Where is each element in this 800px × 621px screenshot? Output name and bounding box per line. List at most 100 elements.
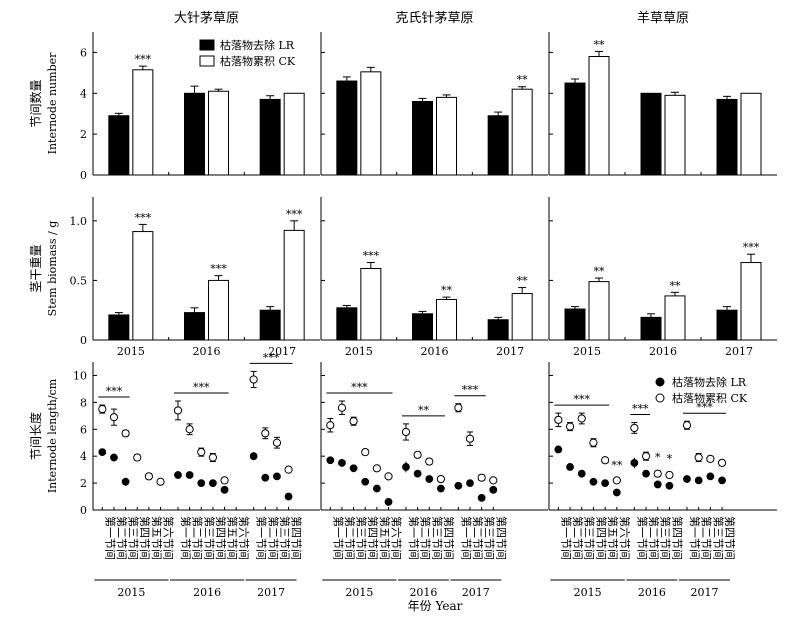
- y-tick-label: 8: [80, 396, 87, 409]
- x-group-label: 2017: [691, 586, 719, 599]
- column-title: 克氏针茅草原: [395, 11, 473, 26]
- bar-ck: [132, 231, 154, 341]
- y-tick-label: 0: [80, 169, 87, 182]
- significance-label: ***: [263, 351, 280, 364]
- legend-swatch: [199, 55, 215, 67]
- x-tick-label: 第四节间: [138, 516, 152, 560]
- x-group-label: 2015: [345, 586, 373, 599]
- x-tick-label: 第二节间: [266, 516, 280, 560]
- point-lr: [601, 479, 610, 487]
- x-tick-label: 第六节间: [162, 516, 176, 560]
- bar-lr: [487, 319, 509, 341]
- point-lr: [454, 481, 463, 490]
- significance-label: ***: [135, 53, 152, 66]
- x-tick-label: 第一节间: [255, 516, 269, 560]
- bar-ck: [360, 268, 382, 341]
- y-axis-title-en: Internode length/cm: [46, 378, 59, 493]
- point-ck: [489, 476, 498, 485]
- significance-label: *: [667, 452, 673, 465]
- bar-ck: [436, 96, 457, 176]
- point-ck: [133, 453, 142, 462]
- point-lr: [577, 469, 586, 478]
- x-tick-label: 第四节间: [494, 516, 508, 560]
- y-tick-label: 6: [80, 423, 87, 436]
- significance-label: **: [418, 404, 430, 417]
- point-ck: [413, 450, 422, 459]
- significance-label: ***: [462, 384, 479, 397]
- x-tick-label: 第一节间: [179, 516, 193, 560]
- x-tick-label: 第三节间: [711, 516, 725, 560]
- point-ck: [208, 453, 218, 462]
- x-tick-label: 第五节间: [378, 516, 392, 560]
- point-lr: [209, 479, 217, 487]
- bar-lr: [640, 316, 662, 341]
- legend-marker: [655, 377, 665, 387]
- legend-marker: [655, 393, 665, 403]
- point-lr: [665, 481, 674, 490]
- point-lr: [437, 484, 445, 493]
- x-tick-label: 第三节间: [659, 516, 673, 560]
- bar-ck: [740, 92, 762, 176]
- point-lr: [284, 492, 293, 501]
- x-tick-label: 2016: [421, 345, 449, 358]
- x-group-label: 2015: [117, 586, 145, 599]
- x-tick-label: 第五节间: [226, 516, 240, 560]
- point-ck: [477, 473, 486, 482]
- column-title: 大针茅草原: [174, 11, 239, 26]
- x-tick-label: 第一节间: [688, 516, 702, 560]
- x-tick-label: 第三节间: [583, 516, 597, 560]
- significance-label: ***: [193, 381, 210, 394]
- point-ck: [465, 434, 475, 443]
- significance-label: *: [655, 451, 661, 464]
- bar-lr: [259, 309, 281, 341]
- x-group-label: 2016: [638, 586, 666, 599]
- point-ck: [436, 474, 446, 484]
- x-tick-label: 第一节间: [103, 516, 117, 560]
- bar-ck: [208, 279, 229, 341]
- x-tick-label: 第二节间: [571, 516, 585, 560]
- point-lr: [466, 479, 474, 487]
- x-tick-label: 第三节间: [202, 516, 216, 560]
- point-ck: [197, 448, 206, 457]
- x-tick-label: 第一节间: [459, 516, 473, 560]
- point-ck: [261, 429, 270, 438]
- y-tick-label: 6: [80, 46, 87, 59]
- y-tick-label: 4: [80, 87, 87, 100]
- point-ck: [641, 452, 651, 461]
- x-tick-label: 第五节间: [606, 516, 620, 560]
- significance-label: ***: [106, 385, 123, 398]
- point-lr: [554, 445, 563, 454]
- significance-label: ***: [135, 211, 152, 224]
- point-ck: [220, 476, 229, 485]
- legend-label: 枯落物累积 CK: [672, 391, 748, 405]
- point-lr: [338, 459, 346, 467]
- significance-label: **: [594, 265, 606, 278]
- significance-label: ***: [632, 403, 649, 416]
- point-ck: [185, 425, 194, 434]
- x-tick-label: 2015: [345, 345, 373, 358]
- bar-lr: [412, 100, 433, 176]
- point-lr: [273, 472, 281, 481]
- x-tick-label: 2016: [649, 345, 677, 358]
- y-tick-label: 10: [73, 369, 87, 382]
- y-tick-label: 0.5: [70, 274, 88, 287]
- x-tick-label: 第六节间: [618, 516, 632, 560]
- y-axis-title: 茎干重量: [29, 244, 43, 292]
- point-ck: [121, 429, 130, 438]
- point-ck: [612, 476, 621, 485]
- point-lr: [121, 477, 130, 486]
- bar-lr: [108, 314, 130, 341]
- x-tick-label: 2015: [573, 345, 601, 358]
- y-axis-title-en: Stem biomass / g: [46, 221, 59, 317]
- point-lr: [326, 456, 335, 465]
- point-ck: [706, 454, 715, 463]
- x-tick-label: 第一节间: [407, 516, 421, 560]
- bar-lr: [259, 98, 281, 176]
- x-tick-label: 2016: [193, 345, 221, 358]
- point-lr: [349, 464, 358, 473]
- point-lr: [589, 477, 598, 486]
- point-lr: [372, 484, 381, 493]
- point-lr: [220, 485, 229, 494]
- legend-label: 枯落物累积 CK: [220, 54, 296, 68]
- point-ck: [109, 413, 119, 422]
